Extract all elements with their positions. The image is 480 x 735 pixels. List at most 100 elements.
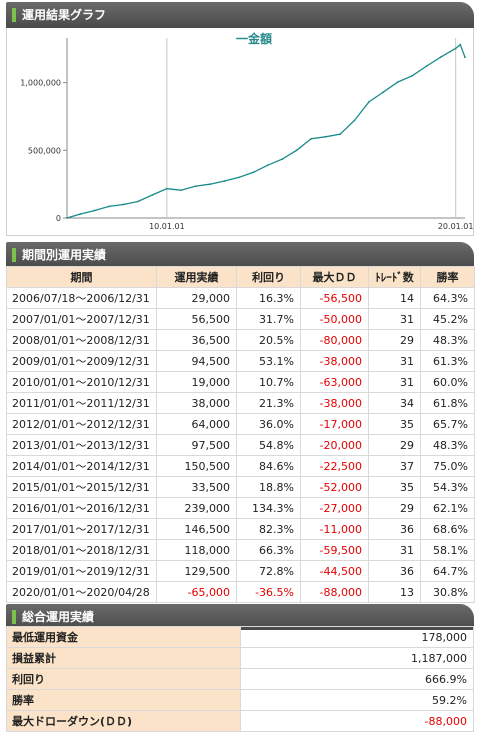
table-cell: 20.5% xyxy=(236,329,301,351)
table-cell: -11,000 xyxy=(300,518,369,540)
data-point xyxy=(339,133,341,136)
table-cell: 146,500 xyxy=(156,518,237,540)
period-cell: 2017/01/01～2017/12/31 xyxy=(6,518,157,540)
table-cell: 36 xyxy=(368,518,421,540)
table-cell: 53.1% xyxy=(236,350,301,372)
summary-row: 損益累計 1,187,000 xyxy=(6,647,474,669)
chart-title: 一金額 xyxy=(236,31,272,46)
data-point xyxy=(223,180,226,182)
table-row: 2012/01/01～2012/12/31 64,000 36.0% -17,000 3… xyxy=(6,413,475,435)
data-point xyxy=(281,158,284,161)
table-cell: 35 xyxy=(368,476,421,498)
table-cell: 34 xyxy=(368,392,421,414)
table-row: 2010/01/01～2010/12/31 19,000 10.7% -63,000 3… xyxy=(6,371,475,393)
period-cell: 2012/01/01～2012/12/31 xyxy=(6,413,157,435)
table-row: 2018/01/01～2018/12/31 118,000 66.3% -59,500… xyxy=(6,539,475,561)
period-cell: 2020/01/01～2020/04/28 xyxy=(6,581,157,603)
period-cell: 2007/01/01～2007/12/31 xyxy=(6,308,157,330)
data-point xyxy=(238,176,240,179)
data-point xyxy=(108,205,110,208)
equity-series-line xyxy=(66,43,466,219)
data-point xyxy=(411,74,414,77)
table-cell: -50,000 xyxy=(300,308,369,330)
data-point xyxy=(266,164,269,167)
table-cell: 94,500 xyxy=(156,350,237,372)
data-point xyxy=(137,200,139,203)
table-cell: 36 xyxy=(368,560,421,582)
period-cell: 2013/01/01～2013/12/31 xyxy=(6,434,157,456)
table-cell: 61.8% xyxy=(420,392,475,414)
table-cell: 36.0% xyxy=(236,413,301,435)
table-cell: -56,500 xyxy=(300,287,369,309)
data-point xyxy=(180,189,183,192)
summary-row: 利回り 666.9% xyxy=(6,668,474,690)
period-cell: 2019/01/01～2019/12/31 xyxy=(6,560,157,582)
table-cell: 31.7% xyxy=(236,308,301,330)
table-cell: 29 xyxy=(368,329,421,351)
x-tick-label: 10.01.01 xyxy=(149,222,185,231)
equity-chart: 0 500,000 1,000,000 10.01.01 20.01.01 一金額 xyxy=(20,31,473,231)
period-table: 期間 運用実績 利回り 最大ＤＤ ﾄﾚｰﾄﾞ数 勝率 2006/07/18～2006/12… xyxy=(6,266,475,603)
table-cell: -36.5% xyxy=(236,581,301,603)
table-cell: -65,000 xyxy=(156,581,237,603)
table-cell: 14 xyxy=(368,287,421,309)
summary-label: 最低運用資金 xyxy=(6,626,241,648)
table-cell: 31 xyxy=(368,539,421,561)
table-cell: 48.3% xyxy=(420,434,475,456)
table-row: 2020/01/01～2020/04/28 -65,000 -36.5% -88,00… xyxy=(6,581,475,603)
period-cell: 2006/07/18～2006/12/31 xyxy=(6,287,157,309)
period-cell: 2016/01/01～2016/12/31 xyxy=(6,497,157,519)
table-row: 2008/01/01～2008/12/31 36,500 20.5% -80,000 2… xyxy=(6,329,475,351)
table-cell: -27,000 xyxy=(300,497,369,519)
summary-table: 最低運用資金 178,000 損益累計 1,187,000 利回り 666.9% 勝率 59.… xyxy=(6,626,474,732)
data-point xyxy=(454,47,457,50)
data-point xyxy=(165,187,168,190)
table-cell: 118,000 xyxy=(156,539,237,561)
data-point xyxy=(151,194,154,196)
table-cell: 56,500 xyxy=(156,308,237,330)
column-header: 最大ＤＤ xyxy=(300,266,369,288)
table-cell: 64.7% xyxy=(420,560,475,582)
period-cell: 2015/01/01～2015/12/31 xyxy=(6,476,157,498)
table-cell: 19,000 xyxy=(156,371,237,393)
table-cell: 239,000 xyxy=(156,497,237,519)
data-point xyxy=(194,185,197,188)
x-tick-label: 20.01.01 xyxy=(438,222,473,231)
data-point xyxy=(396,81,399,83)
table-cell: -38,000 xyxy=(300,392,369,414)
table-cell: 150,500 xyxy=(156,455,237,477)
data-point xyxy=(353,119,356,122)
table-cell: 82.3% xyxy=(236,518,301,540)
table-cell: 36,500 xyxy=(156,329,237,351)
table-cell: 18.8% xyxy=(236,476,301,498)
data-point xyxy=(295,149,298,152)
table-row: 2006/07/18～2006/12/31 29,000 16.3% -56,500 1… xyxy=(6,287,475,309)
period-cell: 2010/01/01～2010/12/31 xyxy=(6,371,157,393)
column-header: ﾄﾚｰﾄﾞ数 xyxy=(368,266,421,288)
period-cell: 2014/01/01～2014/12/31 xyxy=(6,455,157,477)
table-cell: 64.3% xyxy=(420,287,475,309)
table-cell: 38,000 xyxy=(156,392,237,414)
table-cell: -44,500 xyxy=(300,560,369,582)
chart-container: 0 500,000 1,000,000 10.01.01 20.01.01 一金額 xyxy=(6,28,474,236)
table-row: 2007/01/01～2007/12/31 56,500 31.7% -50,000 3… xyxy=(6,308,475,330)
summary-value: 666.9% xyxy=(240,668,474,690)
table-header-row: 期間 運用実績 利回り 最大ＤＤ ﾄﾚｰﾄﾞ数 勝率 xyxy=(6,266,475,288)
y-tick-label: 500,000 xyxy=(28,146,61,155)
data-point xyxy=(93,209,96,212)
table-row: 2011/01/01～2011/12/31 38,000 21.3% -38,000 3… xyxy=(6,392,475,414)
data-point xyxy=(324,135,327,138)
data-point xyxy=(464,56,466,59)
table-body: 2006/07/18～2006/12/31 29,000 16.3% -56,500 1… xyxy=(6,287,475,603)
data-point xyxy=(122,203,125,206)
table-cell: 62.1% xyxy=(420,497,475,519)
data-point xyxy=(209,183,211,186)
table-cell: 48.3% xyxy=(420,329,475,351)
data-point xyxy=(382,91,385,93)
table-row: 2009/01/01～2009/12/31 94,500 53.1% -38,000 3… xyxy=(6,350,475,372)
data-point xyxy=(310,137,313,140)
data-point xyxy=(459,43,462,46)
column-header: 勝率 xyxy=(420,266,475,288)
table-cell: -80,000 xyxy=(300,329,369,351)
table-cell: 54.3% xyxy=(420,476,475,498)
